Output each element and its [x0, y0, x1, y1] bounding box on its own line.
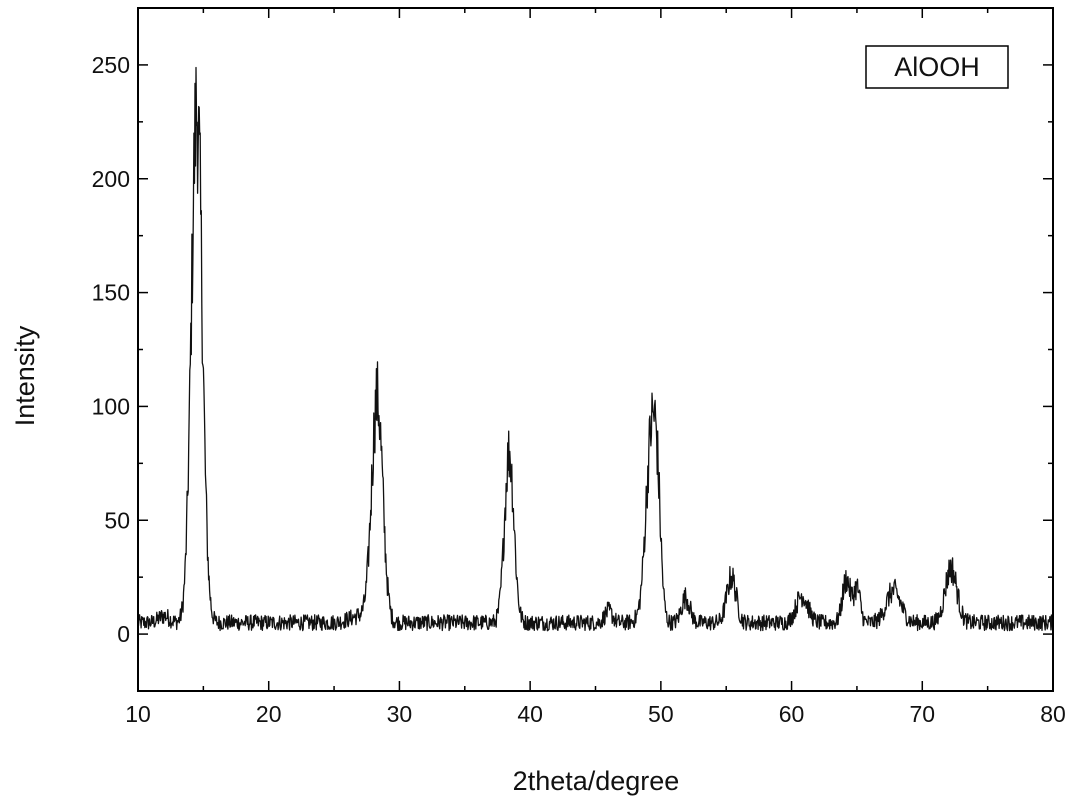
x-tick-label: 60: [779, 701, 805, 727]
y-tick-label: 50: [104, 507, 130, 533]
x-tick-label: 70: [909, 701, 935, 727]
x-axis-title: 2theta/degree: [513, 766, 680, 796]
legend: AlOOH: [866, 46, 1008, 88]
y-tick-label: 150: [92, 280, 130, 306]
x-tick-label: 50: [648, 701, 674, 727]
y-tick-label: 250: [92, 52, 130, 78]
legend-entry-alooh: AlOOH: [894, 52, 980, 82]
y-axis-title: Intensity: [10, 325, 40, 426]
y-tick-label: 100: [92, 393, 130, 419]
x-tick-label: 20: [256, 701, 282, 727]
y-tick-label: 200: [92, 166, 130, 192]
y-tick-label: 0: [117, 621, 130, 647]
x-tick-label: 40: [517, 701, 543, 727]
x-tick-label: 30: [387, 701, 413, 727]
x-tick-label: 80: [1040, 701, 1066, 727]
x-tick-label: 10: [125, 701, 151, 727]
